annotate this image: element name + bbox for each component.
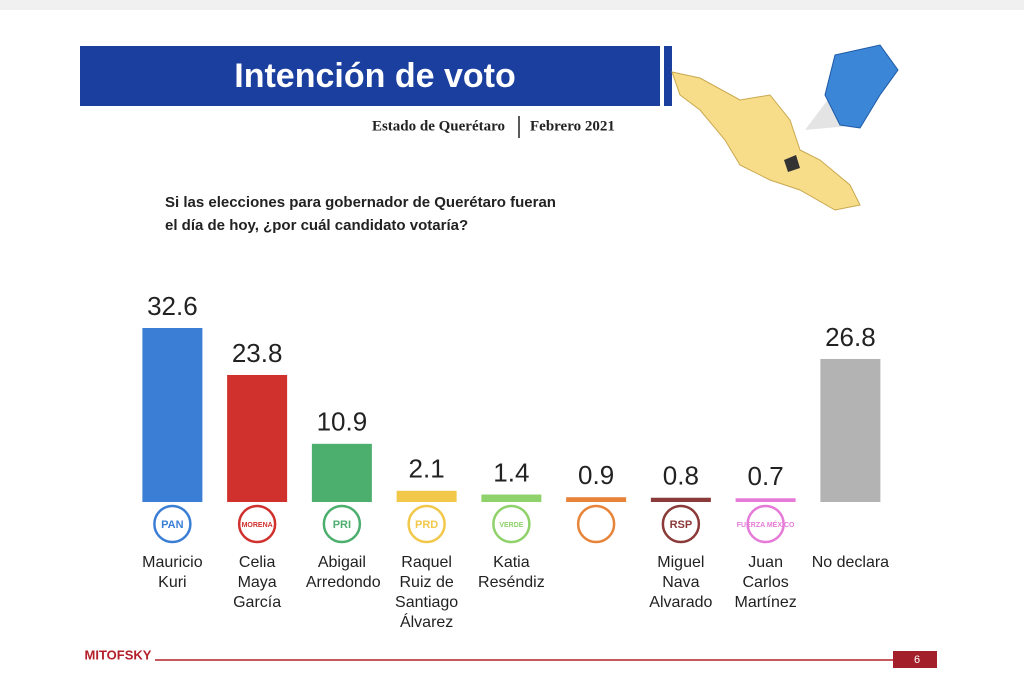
- banner-stripe: [664, 46, 672, 106]
- date: Febrero 2021: [530, 118, 615, 134]
- party-logo: [492, 504, 531, 544]
- page-box: [893, 651, 937, 668]
- category-label: Katia Reséndiz: [478, 554, 545, 591]
- category-label: Juan Carlos Martínez: [734, 554, 797, 611]
- value-label: 0.8: [663, 461, 699, 491]
- party-logo: [746, 504, 785, 544]
- value-label: 1.4: [493, 457, 529, 487]
- brand: MITOFSKY: [85, 647, 152, 662]
- bar: [566, 497, 627, 502]
- value-label: 26.8: [825, 322, 876, 352]
- category-label: Celia Maya García: [233, 554, 282, 611]
- category-label: Abigail Arredondo: [305, 554, 381, 591]
- party-logo-text: RSP: [670, 519, 693, 531]
- question-line: Si las elecciones para gobernador de Que…: [165, 194, 556, 211]
- party-logo: [237, 504, 277, 544]
- party-logo-text: PAN: [161, 519, 183, 531]
- party-logo-text: FUERZA MÉXICO: [737, 520, 795, 529]
- category-label: No declara: [811, 554, 890, 571]
- bar: [227, 374, 288, 502]
- party-logo: [153, 504, 192, 544]
- bar: [735, 498, 796, 502]
- bar: [142, 328, 203, 502]
- bar: [396, 490, 457, 502]
- party-logo-text: PRI: [333, 519, 351, 531]
- value-label: 32.6: [147, 291, 198, 321]
- party-logo: [661, 504, 701, 544]
- bar: [311, 443, 372, 502]
- value-label: 0.7: [748, 461, 784, 491]
- title: Intención de voto: [234, 57, 515, 95]
- bar: [481, 494, 542, 502]
- page-number: 6: [914, 654, 920, 666]
- party-logo: [576, 504, 616, 544]
- question-line: el día de hoy, ¿por cuál candidato votar…: [165, 217, 468, 234]
- party-logo-text: PRD: [415, 519, 438, 531]
- value-label: 2.1: [409, 454, 445, 484]
- party-logo-text: VERDE: [499, 522, 523, 529]
- top-bar: [0, 0, 1024, 10]
- bar: [820, 358, 881, 502]
- state: Estado de Querétaro: [372, 118, 505, 134]
- bar: [650, 497, 711, 502]
- value-label: 23.8: [232, 338, 283, 368]
- title-banner: [80, 46, 660, 106]
- value-label: 0.9: [578, 460, 614, 490]
- category-label: Mauricio Kuri: [142, 554, 203, 591]
- category-label: Miguel Nava Alvarado: [649, 554, 713, 611]
- party-logo-text: MORENA: [242, 522, 273, 529]
- map: [671, 44, 899, 211]
- party-logo: [407, 504, 446, 544]
- category-label: Raquel Ruiz de Santiago Álvarez: [395, 554, 459, 631]
- value-label: 10.9: [317, 407, 368, 437]
- party-logo: [322, 504, 362, 544]
